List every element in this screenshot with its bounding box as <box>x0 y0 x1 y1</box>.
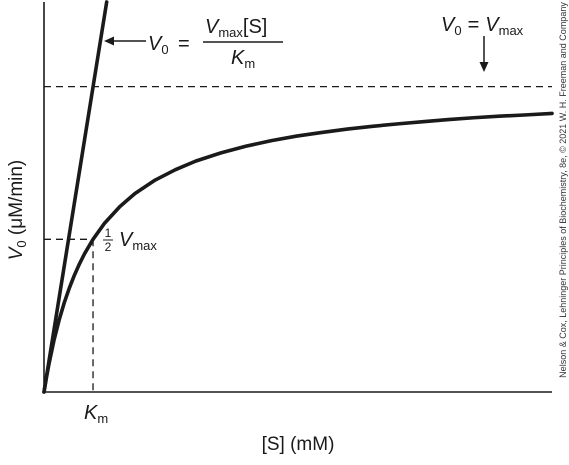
half-vmax-label: Vmax <box>119 229 157 253</box>
vmax-equation-annotation: V0 = Vmax <box>441 14 524 38</box>
figure-credit: Nelson & Cox, Lehninger Principles of Bi… <box>558 2 568 378</box>
km-label: Km <box>84 402 108 426</box>
half-frac-den: 2 <box>105 240 112 254</box>
linear-eq-equals: = <box>178 33 190 55</box>
linear-eq-denominator: Km <box>231 47 255 71</box>
saturation-curve <box>42 111 554 394</box>
y-axis-label: V0 (μM/min) <box>6 160 29 261</box>
linear-equation-annotation: V0 = Vmax[S] Km <box>148 16 283 71</box>
linear-eq-lhs: V0 <box>148 33 169 57</box>
vmax-eq: V0 = Vmax <box>441 14 524 38</box>
initial-rate-line <box>42 0 109 394</box>
linear-eq-numerator: Vmax[S] <box>205 16 267 40</box>
half-vmax-annotation: 1 2 Vmax <box>103 226 157 254</box>
arrow-to-line-head <box>104 36 114 46</box>
arrow-to-vmax-head <box>479 62 489 72</box>
x-axis-label: [S] (mM) <box>262 434 335 455</box>
half-frac-num: 1 <box>105 226 112 240</box>
